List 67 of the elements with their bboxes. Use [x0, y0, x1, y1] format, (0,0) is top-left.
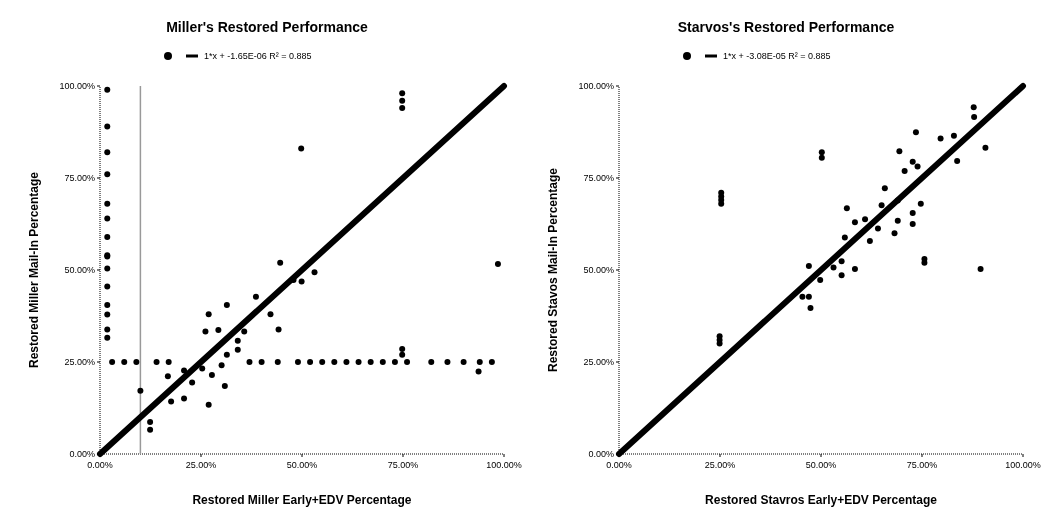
point: [841, 234, 848, 241]
point: [982, 144, 989, 151]
point: [894, 217, 901, 224]
point: [843, 205, 850, 212]
point: [901, 168, 908, 175]
y-tick-label: 50.00%: [64, 265, 95, 276]
point: [977, 265, 984, 272]
point: [917, 200, 924, 207]
y-axis-title: Restored Stavos Mail-In Percentage: [546, 167, 560, 373]
chart-title: Miller's Restored Performance: [166, 19, 369, 35]
y-tick-label: 75.00%: [64, 173, 95, 184]
y-tick-label: 0.00%: [588, 449, 614, 460]
point: [896, 148, 903, 155]
x-tick-label: 100.00%: [1005, 460, 1041, 470]
point: [914, 163, 921, 170]
point: [894, 197, 901, 204]
point: [881, 185, 888, 192]
x-tick-label: 25.00%: [185, 460, 217, 470]
point: [799, 293, 806, 300]
x-tick-label: 0.00%: [87, 460, 113, 470]
point: [909, 158, 916, 165]
point: [912, 129, 919, 136]
chart-title: Starvos's Restored Performance: [677, 19, 895, 35]
x-axis-title: Restored Stavros Early+EDV Percentage: [705, 493, 938, 507]
point: [851, 265, 858, 272]
point: [818, 149, 825, 156]
point: [851, 219, 858, 226]
y-tick-label: 75.00%: [583, 173, 614, 184]
point: [838, 272, 845, 279]
point: [970, 104, 977, 111]
point: [817, 276, 824, 283]
point: [909, 209, 916, 216]
legend-label: 1*x + -1.65E-06 R² = 0.885: [204, 51, 312, 62]
point: [954, 158, 961, 165]
point: [862, 216, 869, 223]
legend-label: 1*x + -3.08E-05 R² = 0.885: [723, 51, 831, 62]
point: [866, 237, 873, 244]
point: [718, 189, 725, 196]
y-tick-label: 25.00%: [583, 357, 614, 368]
point: [830, 264, 837, 271]
point: [878, 202, 885, 209]
point: [971, 113, 978, 120]
point: [874, 225, 881, 232]
y-tick-label: 100.00%: [59, 81, 95, 92]
x-tick-label: 25.00%: [704, 460, 736, 470]
y-tick-label: 25.00%: [64, 357, 95, 368]
point: [805, 262, 812, 269]
point: [838, 258, 845, 265]
x-tick-label: 75.00%: [387, 460, 419, 470]
y-tick-label: 100.00%: [578, 81, 614, 92]
x-tick-label: 75.00%: [906, 460, 938, 470]
point: [807, 304, 814, 311]
x-tick-label: 50.00%: [805, 460, 837, 470]
point: [818, 154, 825, 161]
point: [909, 221, 916, 227]
point: [805, 293, 812, 300]
y-tick-label: 50.00%: [583, 265, 614, 276]
point: [937, 135, 944, 142]
x-tick-label: 0.00%: [606, 460, 632, 470]
point: [891, 230, 898, 237]
y-tick-label: 0.00%: [69, 449, 95, 460]
y-axis-title: Restored Miller Mail-In Percentage: [27, 171, 41, 369]
point: [921, 255, 928, 262]
x-axis-title: Restored Miller Early+EDV Percentage: [192, 493, 412, 507]
x-tick-label: 50.00%: [286, 460, 318, 470]
x-tick-label: 100.00%: [486, 460, 522, 470]
point: [950, 132, 957, 139]
